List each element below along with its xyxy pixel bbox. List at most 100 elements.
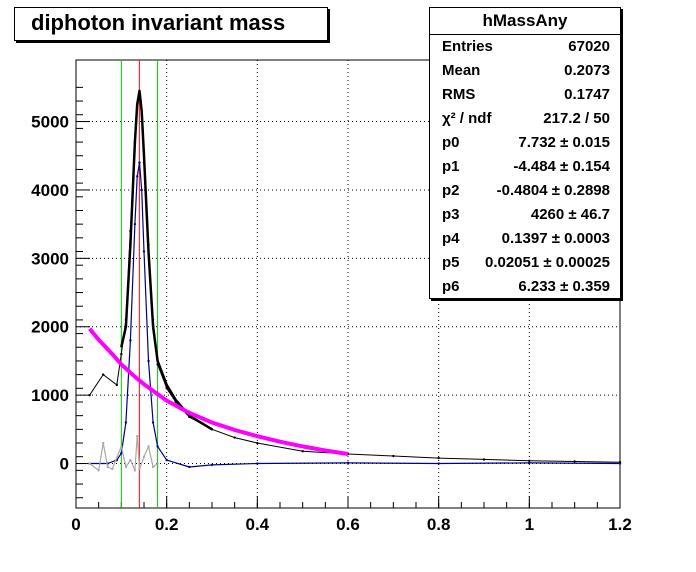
data-point: [129, 339, 132, 342]
stats-row: p5 0.02051 ± 0.00025: [430, 251, 620, 275]
x-tick-label: 0.8: [427, 515, 451, 534]
y-tick-label: 2000: [31, 318, 69, 337]
data-point: [437, 456, 440, 460]
y-tick-label: 3000: [31, 249, 69, 268]
x-tick-label: 1: [525, 515, 534, 534]
data-point: [111, 467, 114, 471]
data-point: [136, 434, 139, 438]
stats-row: χ² / ndf 217.2 / 50: [430, 107, 620, 131]
data-point: [140, 188, 143, 192]
data-point: [142, 455, 146, 458]
y-tick-label: 0: [60, 455, 69, 474]
data-point: [573, 460, 576, 463]
data-point: [106, 465, 109, 469]
data-point: [256, 441, 259, 445]
stats-label: Mean: [442, 62, 481, 79]
stats-value: 0.1397 ± 0.0003: [501, 230, 610, 247]
data-point: [129, 458, 132, 462]
stats-label: Entries: [442, 38, 493, 55]
data-point: [301, 450, 304, 453]
data-point: [156, 445, 159, 448]
chart-title: diphoton invariant mass: [31, 10, 286, 35]
chart-title-box: diphoton invariant mass: [14, 7, 328, 41]
data-point: [392, 454, 395, 458]
x-tick-label: 0.4: [246, 515, 270, 534]
stats-row: p2 -0.4804 ± 0.2898: [430, 179, 620, 203]
stats-rows: Entries 67020 Mean 0.2073 RMS 0.1747 χ² / ndf 2…: [430, 35, 620, 299]
stats-box: hMassAny Entries 67020 Mean 0.2073 RMS 0.1747…: [429, 7, 621, 299]
stats-value: 7.732 ± 0.015: [518, 134, 610, 151]
stats-label: p6: [442, 278, 460, 295]
data-point: [233, 436, 236, 439]
data-point: [528, 459, 531, 463]
data-point: [151, 421, 155, 424]
stats-label: RMS: [442, 86, 476, 103]
data-point: [102, 373, 105, 376]
x-tick-label: 0: [71, 515, 80, 534]
stats-value: 4260 ± 46.7: [530, 206, 610, 223]
data-point: [618, 462, 622, 465]
stats-value: 0.02051 ± 0.00025: [484, 254, 610, 271]
background-fit-line: [88, 327, 349, 456]
stats-value: 67020: [568, 38, 610, 55]
data-point: [210, 463, 214, 467]
data-point: [120, 352, 123, 356]
data-point: [528, 461, 531, 465]
data-point: [88, 393, 91, 397]
stats-row: RMS 0.1747: [430, 83, 620, 107]
stats-label: p3: [442, 206, 460, 223]
data-point: [102, 441, 105, 445]
data-point: [188, 465, 191, 469]
stats-row: p1 -4.484 ± 0.154: [430, 155, 620, 179]
stats-label: p1: [442, 158, 460, 175]
data-point: [120, 452, 123, 455]
stats-label: p0: [442, 134, 460, 151]
data-point: [147, 445, 150, 448]
signal-histogram-line: [89, 162, 621, 468]
data-point: [165, 458, 168, 462]
x-tick-label: 0.2: [155, 515, 179, 534]
data-point: [133, 469, 137, 472]
stats-label: p4: [442, 230, 460, 247]
data-point: [124, 465, 128, 469]
stats-value: 0.2073: [564, 62, 610, 79]
stats-value: 0.1747: [564, 86, 610, 103]
stats-row: p4 0.1397 ± 0.0003: [430, 227, 620, 251]
data-point: [346, 461, 350, 465]
stats-row: Mean 0.2073: [430, 59, 620, 83]
data-point: [256, 462, 259, 465]
stats-header: hMassAny: [430, 8, 620, 35]
data-point: [482, 458, 486, 461]
stats-label: χ² / ndf: [442, 110, 492, 127]
data-point: [97, 469, 100, 472]
stats-label: p2: [442, 182, 460, 199]
stats-value: -0.4804 ± 0.2898: [496, 182, 610, 199]
stats-value: -4.484 ± 0.154: [513, 158, 610, 175]
data-point: [120, 445, 123, 448]
data-point: [156, 462, 159, 465]
stats-label: p5: [442, 254, 460, 271]
stats-row: p6 6.233 ± 0.359: [430, 275, 620, 299]
stats-row: p3 4260 ± 46.7: [430, 203, 620, 227]
y-tick-label: 1000: [31, 386, 69, 405]
data-point: [151, 465, 155, 469]
x-tick-label: 1.2: [608, 515, 632, 534]
data-point: [136, 175, 139, 178]
stats-value: 217.2 / 50: [543, 110, 610, 127]
data-point: [147, 359, 150, 363]
total-fit-line: [120, 89, 213, 431]
stats-value: 6.233 ± 0.359: [518, 278, 610, 295]
x-tick-label: 0.6: [336, 515, 360, 534]
stats-row: Entries 67020: [430, 35, 620, 59]
data-point: [138, 467, 141, 471]
data-point: [133, 222, 137, 226]
stats-row: p0 7.732 ± 0.015: [430, 131, 620, 155]
y-tick-label: 5000: [31, 113, 69, 132]
data-point: [437, 462, 440, 465]
data-point: [115, 383, 119, 387]
data-point: [88, 462, 91, 465]
data-point: [138, 161, 141, 164]
data-point: [142, 250, 146, 253]
